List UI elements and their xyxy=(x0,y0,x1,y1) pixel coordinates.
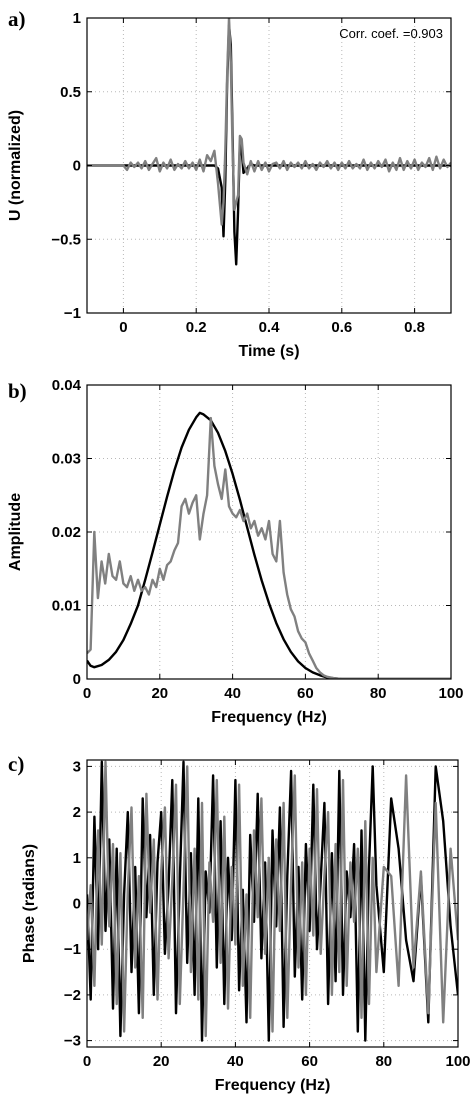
y-tick-label: 0.01 xyxy=(52,598,81,615)
correlation-annotation: Corr. coef. =0.903 xyxy=(339,26,443,41)
x-tick-label: 100 xyxy=(438,685,463,702)
x-tick-label: 0.6 xyxy=(331,319,352,336)
x-tick-label: 40 xyxy=(224,685,241,702)
x-tick-label: 40 xyxy=(227,1053,244,1070)
y-tick-label: 0 xyxy=(73,671,81,688)
panel-label: a) xyxy=(8,7,26,31)
series-line-black xyxy=(87,411,451,679)
x-tick-label: 20 xyxy=(153,1053,170,1070)
x-tick-label: 0 xyxy=(119,319,127,336)
y-tick-label: −1 xyxy=(64,941,81,958)
x-tick-label: 60 xyxy=(301,1053,318,1070)
panel-label: c) xyxy=(8,752,24,776)
y-tick-label: −3 xyxy=(64,1033,81,1050)
x-tick-label: 20 xyxy=(151,685,168,702)
y-tick-label: 0 xyxy=(73,896,81,913)
y-axis-label: Amplitude xyxy=(7,493,24,571)
panel-b: 0 20 40 60 80 100 0 0.01 0.02 0.03 0.04 b) Frequency… xyxy=(7,377,464,726)
y-axis-label: U (normalized) xyxy=(7,110,24,221)
panel-a: 0 0.2 0.4 0.6 0.8 −1 −0.5 0 0.5 1 a) Time (s) U (nor… xyxy=(7,7,452,360)
x-tick-label: 80 xyxy=(370,685,387,702)
x-tick-label: 100 xyxy=(445,1053,470,1070)
y-tick-label: 0.5 xyxy=(60,84,81,101)
y-tick-label: −2 xyxy=(64,987,81,1004)
x-tick-label: 0.2 xyxy=(186,319,207,336)
y-axis-label: Phase (radians) xyxy=(21,844,38,963)
y-tick-label: 0.04 xyxy=(52,377,82,394)
y-tick-label: 3 xyxy=(73,758,81,775)
panel-label: b) xyxy=(8,379,27,403)
y-tick-label: −0.5 xyxy=(51,231,81,248)
x-tick-label: 0.4 xyxy=(259,319,281,336)
x-axis-label: Frequency (Hz) xyxy=(211,709,327,726)
series-line-gray xyxy=(87,18,451,226)
y-tick-label: 0 xyxy=(73,158,81,175)
x-tick-label: 80 xyxy=(375,1053,392,1070)
series-line-gray xyxy=(87,760,458,1038)
y-tick-label: 2 xyxy=(73,804,81,821)
x-tick-label: 0 xyxy=(83,685,91,702)
y-tick-label: 0.03 xyxy=(52,451,81,468)
y-tick-label: 1 xyxy=(73,10,81,27)
y-tick-label: 0.02 xyxy=(52,524,81,541)
x-tick-label: 60 xyxy=(297,685,314,702)
y-tick-label: −1 xyxy=(64,305,81,322)
series-line-gray xyxy=(87,416,451,679)
x-axis-label: Time (s) xyxy=(238,343,299,360)
y-tick-label: 1 xyxy=(73,850,81,867)
x-axis-label: Frequency (Hz) xyxy=(215,1077,331,1094)
x-tick-label: 0.8 xyxy=(404,319,425,336)
x-tick-label: 0 xyxy=(83,1053,91,1070)
panel-c: 0 20 40 60 80 100 −3 −2 −1 0 1 2 3 c) Frequency (Hz) Ph… xyxy=(8,752,471,1094)
